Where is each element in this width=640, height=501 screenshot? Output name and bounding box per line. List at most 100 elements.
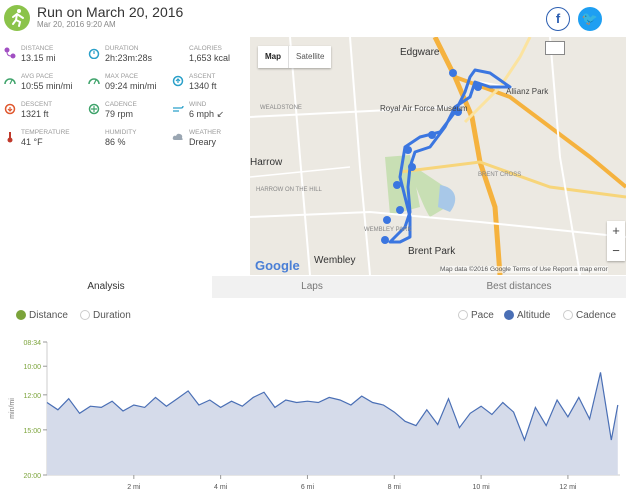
x-option-distance[interactable]: Distance xyxy=(16,310,68,321)
analysis-tabs: Analysis Laps Best distances xyxy=(0,276,626,298)
x-tick-label: 10 mi xyxy=(473,484,491,491)
stat-ascent: ASCENT 1340 ft xyxy=(168,68,250,96)
activity-header: Run on March 20, 2016 Mar 20, 2016 9:20 … xyxy=(0,0,640,38)
map-label-raf: Royal Air Force Museum xyxy=(380,104,468,113)
checked-radio-icon[interactable] xyxy=(16,310,26,320)
x-tick-label: 4 mi xyxy=(214,484,228,491)
x-option-duration[interactable]: Duration xyxy=(80,310,131,321)
facebook-share-button[interactable]: f xyxy=(546,7,570,31)
y-option-pace-label: Pace xyxy=(471,310,494,321)
thermometer-icon xyxy=(4,130,16,143)
stat-descent: DESCENT 1321 ft xyxy=(0,96,82,124)
stat-calories: CALORIES 1,653 kcal xyxy=(168,40,250,68)
stat-value: 1340 ft xyxy=(189,81,217,91)
x-tick-label: 8 mi xyxy=(388,484,402,491)
x-tick-label: 6 mi xyxy=(301,484,315,491)
map-canvas[interactable] xyxy=(250,37,626,275)
map-label-wealdstone: WEALDSTONE xyxy=(260,105,302,111)
stat-value: 86 % xyxy=(105,137,126,147)
pace-chart[interactable]: 08:34 10:00 12:00 15:00 20:00 2 mi 4 mi 6 mi 8 m… xyxy=(0,332,626,500)
y-tick-label: 08:34 xyxy=(23,340,41,347)
speedometer-icon xyxy=(88,74,100,86)
stat-value: 09:24 min/mi xyxy=(105,81,157,91)
flame-icon xyxy=(172,46,184,58)
map-label-wembley: Wembley xyxy=(314,255,356,266)
tab-laps[interactable]: Laps xyxy=(301,281,323,292)
map-attribution[interactable]: Map data ©2016 Google Terms of Use Repor… xyxy=(440,266,608,273)
runner-logo-icon xyxy=(4,5,30,31)
google-logo: Google xyxy=(255,258,300,273)
stat-value: 41 °F xyxy=(21,137,43,147)
zoom-in-button[interactable]: + xyxy=(612,223,620,238)
stat-label: ASCENT xyxy=(189,73,216,80)
stopwatch-icon xyxy=(88,46,100,60)
route-icon xyxy=(4,46,16,59)
radio-icon[interactable] xyxy=(458,310,468,320)
y-option-cadence[interactable]: Cadence xyxy=(563,310,616,321)
stat-label: CALORIES xyxy=(189,45,222,52)
stat-value: 2h:23m:28s xyxy=(105,53,153,63)
y-option-cadence-label: Cadence xyxy=(576,310,617,321)
stat-humidity: HUMIDITY 86 % xyxy=(84,124,166,152)
stat-wind: WIND 6 mph ↙ xyxy=(168,96,250,124)
y-tick-label: 20:00 xyxy=(23,473,41,480)
map-label-wembley-park: WEMBLEY PARK xyxy=(364,227,412,233)
stat-cadence: CADENCE 79 rpm xyxy=(84,96,166,124)
stat-weather: WEATHER Dreary xyxy=(168,124,250,152)
map-type-satellite-button[interactable]: Satellite xyxy=(288,46,331,68)
y-axis-label: min/mi xyxy=(9,398,16,419)
stats-grid: DISTANCE 13.15 mi DURATION 2h:23m:28s CALORI… xyxy=(0,38,250,275)
route-map[interactable]: Map Satellite Edgware Allianz Park Royal … xyxy=(250,37,626,275)
chart-options: Distance Duration Pace Altitude Cadence xyxy=(0,308,626,328)
radio-icon[interactable] xyxy=(80,310,90,320)
tab-analysis[interactable]: Analysis xyxy=(0,276,212,298)
map-label-harrow-hill: HARROW ON THE HILL xyxy=(256,187,322,193)
stat-label: DURATION xyxy=(105,45,139,52)
y-option-altitude-label: Altitude xyxy=(517,310,551,321)
x-tick-label: 12 mi xyxy=(559,484,577,491)
y-option-altitude[interactable]: Altitude xyxy=(504,310,550,321)
stat-distance: DISTANCE 13.15 mi xyxy=(0,40,82,68)
stat-label: AVG PACE xyxy=(21,73,54,80)
droplets-icon xyxy=(88,130,100,142)
map-label-edgware: Edgware xyxy=(400,47,440,58)
map-label-allianz: Allianz Park xyxy=(506,87,549,96)
series-line xyxy=(46,372,619,442)
stat-label: MAX PACE xyxy=(105,73,139,80)
map-type-map-button[interactable]: Map xyxy=(265,52,281,61)
stat-label: HUMIDITY xyxy=(105,129,137,136)
radio-icon[interactable] xyxy=(563,310,573,320)
series-area xyxy=(47,372,618,475)
map-label-brent-park: Brent Park xyxy=(408,246,456,257)
map-zoom-control[interactable]: + − xyxy=(607,221,625,261)
y-tick-label: 12:00 xyxy=(23,393,41,400)
stat-label: WIND xyxy=(189,101,207,108)
speedometer-icon xyxy=(4,74,16,86)
cloud-icon xyxy=(172,130,184,142)
stat-label: DISTANCE xyxy=(21,45,54,52)
stat-label: CADENCE xyxy=(105,101,137,108)
stat-value: 1321 ft xyxy=(21,109,49,119)
x-option-duration-label: Duration xyxy=(93,310,131,321)
x-tick-label: 2 mi xyxy=(127,484,141,491)
stat-max-pace: MAX PACE 09:24 min/mi xyxy=(84,68,166,96)
y-option-pace[interactable]: Pace xyxy=(458,310,494,321)
activity-date: Mar 20, 2016 9:20 AM xyxy=(37,20,116,29)
stat-label: TEMPERATURE xyxy=(21,129,70,136)
stat-temperature: TEMPERATURE 41 °F xyxy=(0,124,82,152)
descent-icon xyxy=(4,102,16,115)
y-tick-label: 15:00 xyxy=(23,428,41,435)
zoom-out-button[interactable]: − xyxy=(612,243,620,258)
stat-label: DESCENT xyxy=(21,101,53,108)
map-label-harrow: Harrow xyxy=(250,157,283,168)
checked-radio-icon[interactable] xyxy=(504,310,514,320)
y-tick-label: 10:00 xyxy=(23,364,41,371)
stat-label: WEATHER xyxy=(189,129,222,136)
twitter-share-button[interactable]: 🐦 xyxy=(578,7,602,31)
stat-value: 79 rpm xyxy=(105,109,134,119)
map-type-toggle[interactable]: Map Satellite xyxy=(258,46,332,68)
fullscreen-icon[interactable] xyxy=(545,41,565,55)
tab-best-distances[interactable]: Best distances xyxy=(486,281,552,292)
map-label-brent-cross: BRENT CROSS xyxy=(478,172,522,178)
activity-title: Run on March 20, 2016 xyxy=(37,4,184,20)
